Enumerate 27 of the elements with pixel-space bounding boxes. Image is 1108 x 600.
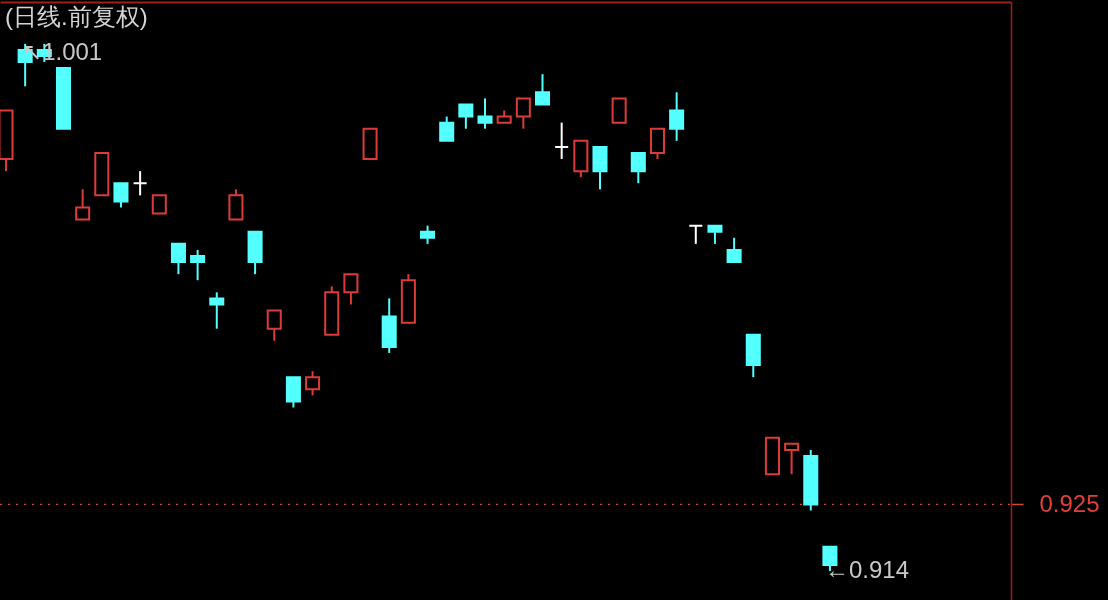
candlestick xyxy=(55,67,71,130)
candlestick xyxy=(726,236,742,264)
candlestick xyxy=(745,333,761,379)
candlestick xyxy=(688,224,704,245)
candlestick xyxy=(669,91,685,142)
candlestick xyxy=(75,188,91,221)
annotation: ←0.914 xyxy=(824,556,909,584)
candlestick xyxy=(784,442,800,476)
candlestick xyxy=(343,273,359,306)
candlestick xyxy=(764,436,780,476)
candlestick xyxy=(458,103,474,130)
ref-line-label: 0.925 xyxy=(1039,489,1100,517)
candlestick xyxy=(554,121,570,161)
chart-title: (日线.前复权) xyxy=(5,3,148,30)
candlestick xyxy=(707,224,723,245)
candlestick xyxy=(170,242,186,276)
candlestick xyxy=(630,151,646,185)
candlestick xyxy=(151,194,167,215)
candlestick xyxy=(534,73,551,106)
candlestick xyxy=(247,230,263,276)
candlestick xyxy=(266,309,282,342)
candlestick xyxy=(611,97,627,124)
candlestick xyxy=(132,170,148,197)
candlestick xyxy=(94,151,110,197)
candlestick xyxy=(592,145,608,191)
candlestick xyxy=(362,127,378,161)
candlestick xyxy=(515,97,531,130)
